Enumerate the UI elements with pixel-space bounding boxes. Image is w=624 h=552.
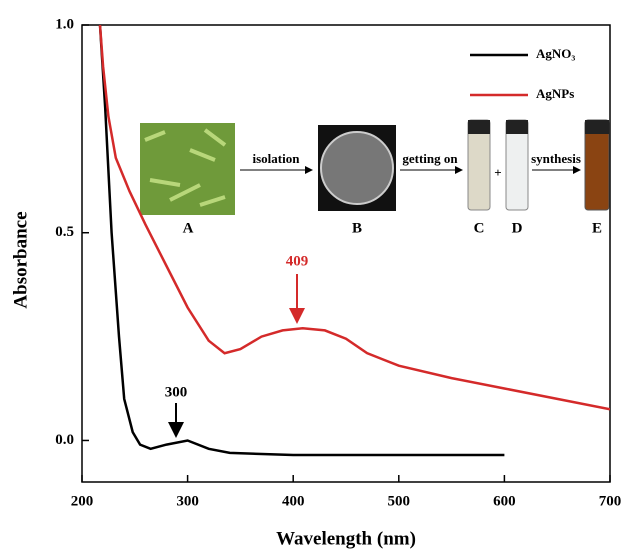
inset-step: getting on	[402, 151, 458, 166]
annotation: 409	[286, 253, 309, 269]
x-tick-label: 600	[493, 493, 516, 509]
plot-frame	[81, 24, 611, 483]
inset-step: isolation	[253, 151, 301, 166]
inset-panel-label: A	[183, 220, 194, 236]
x-tick-label: 500	[388, 493, 411, 509]
inset-panel-label: E	[592, 220, 602, 236]
annotation: 300	[165, 384, 188, 400]
x-axis-label: Wavelength (nm)	[276, 528, 416, 549]
x-tick-label: 200	[71, 493, 94, 509]
y-tick-label: 0.5	[55, 224, 74, 240]
y-tick-label: 1.0	[55, 16, 74, 32]
inset: isolation getting on synthesis + A B C D…	[140, 119, 610, 236]
x-tick-label: 300	[176, 493, 199, 509]
series-line	[98, 25, 505, 457]
series-line	[98, 25, 610, 411]
y-axis-label: Absorbance	[10, 211, 31, 308]
inset-vial-cap	[506, 120, 528, 134]
x-tick-label: 700	[599, 493, 622, 509]
legend-label: AgNO₃	[536, 46, 575, 61]
x-tick-label: 400	[282, 493, 305, 509]
inset-vial-cap	[585, 120, 609, 134]
inset-step: synthesis	[531, 151, 581, 166]
inset-plus: +	[494, 165, 501, 180]
inset-panel-label: C	[474, 220, 485, 236]
inset-vial-cap	[468, 120, 490, 134]
inset-leaf-detail	[144, 128, 227, 207]
inset-panel-label: D	[512, 220, 523, 236]
inset-plate-dish	[320, 131, 394, 205]
inset-panel-label: B	[352, 220, 362, 236]
y-tick-label: 0.0	[55, 432, 74, 448]
legend-label: AgNPs	[536, 86, 574, 101]
